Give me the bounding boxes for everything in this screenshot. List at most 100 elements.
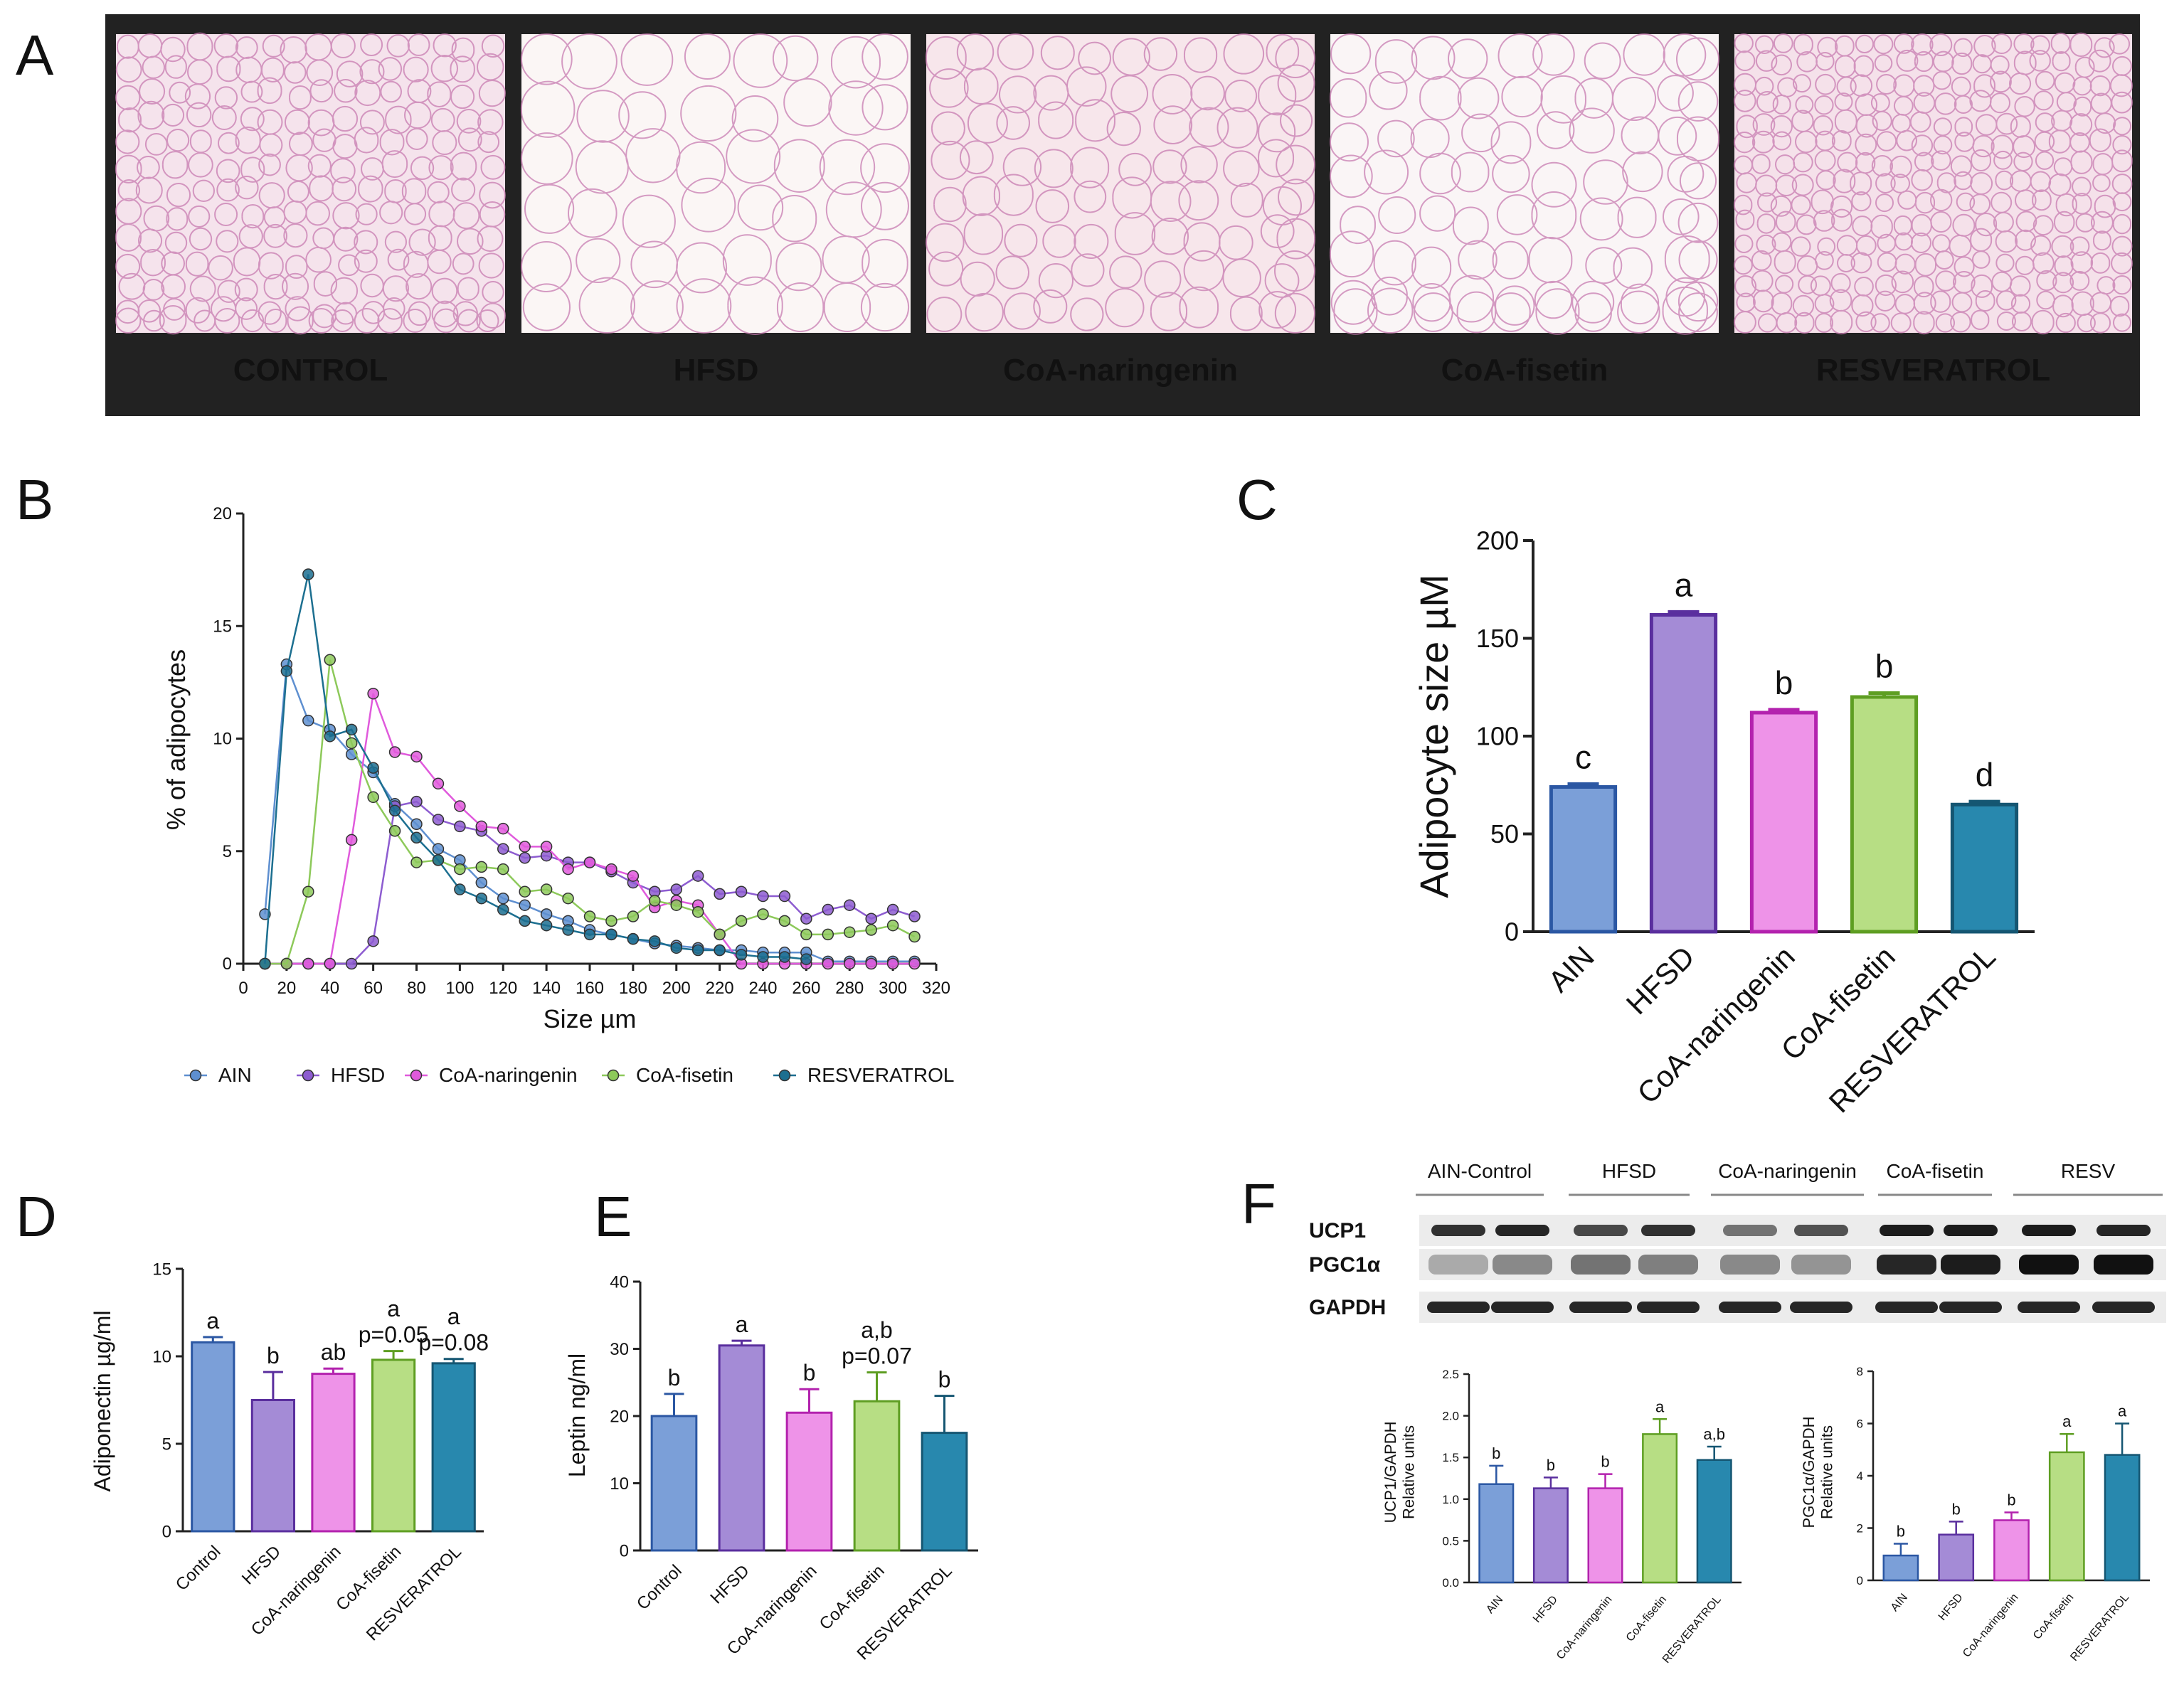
significance-letter-resveratrol: b	[938, 1367, 951, 1393]
point-coa-naringenin	[627, 870, 640, 882]
point-coa-naringenin	[844, 957, 856, 970]
significance-letter-hfsd: b	[1547, 1456, 1555, 1474]
point-coa-fisetin	[800, 928, 812, 941]
bar-hfsd	[250, 1399, 296, 1533]
category-label-ain: AIN	[1542, 940, 1601, 999]
y-tick-label: 15	[152, 1260, 171, 1279]
bar-control	[650, 1415, 698, 1552]
band-gapdh	[1569, 1302, 1632, 1313]
x-tick-label: 120	[489, 979, 517, 998]
category-label-coa-fisetin: CoA-fisetin	[1624, 1594, 1669, 1644]
category-label-hfsd: HFSD	[238, 1542, 285, 1588]
point-coa-fisetin	[886, 919, 899, 932]
bar-resveratrol	[921, 1432, 968, 1552]
x-tick-label: 220	[706, 979, 734, 998]
point-coa-fisetin	[562, 892, 574, 905]
point-coa-fisetin	[627, 910, 640, 922]
point-resveratrol	[800, 953, 812, 965]
legend-label-coa-fisetin: CoA-fisetin	[636, 1064, 733, 1086]
lane-label-coa-naringenin: CoA-naringenin	[1718, 1160, 1857, 1182]
significance-letter-hfsd: b	[267, 1343, 280, 1368]
lane-label-coa-fisetin: CoA-fisetin	[1887, 1160, 1984, 1182]
caption-coa-naringenin: CoA-naringenin	[1003, 353, 1238, 388]
category-label-hfsd: HFSD	[1620, 940, 1701, 1021]
y-axis-title: PGC1α/GAPDH	[1800, 1417, 1818, 1528]
point-coa-naringenin	[908, 957, 921, 970]
y-tick-label: 20	[213, 504, 232, 523]
p-value-coa-fisetin: p=0.05	[359, 1322, 429, 1348]
band-ucp1	[2096, 1225, 2151, 1236]
point-coa-naringenin	[562, 863, 574, 876]
band-ucp1	[2022, 1225, 2076, 1236]
legend-marker-coa-naringenin	[410, 1069, 423, 1082]
legend-label-resveratrol: RESVERATROL	[807, 1064, 954, 1086]
bar-coa-fisetin	[1850, 695, 1919, 934]
adipocyte-cells-control	[115, 32, 507, 335]
band-ucp1	[1794, 1225, 1848, 1236]
point-resveratrol	[302, 568, 314, 580]
point-coa-naringenin	[410, 750, 423, 763]
band-ucp1	[1495, 1225, 1549, 1236]
y-tick-label: 10	[152, 1347, 171, 1366]
y-axis-title: Relative units	[1818, 1425, 1835, 1519]
legend-label-coa-naringenin: CoA-naringenin	[439, 1064, 578, 1086]
point-coa-fisetin	[757, 908, 769, 920]
y-tick-label: 8	[1857, 1365, 1863, 1378]
x-tick-label: 240	[748, 979, 777, 998]
bar-coa-naringenin	[1749, 711, 1818, 934]
point-coa-fisetin	[822, 928, 834, 941]
point-resveratrol	[280, 665, 293, 677]
y-axis-title: Adiponectin µg/ml	[90, 1310, 115, 1491]
point-coa-fisetin	[844, 926, 856, 938]
point-coa-naringenin	[345, 834, 358, 846]
point-resveratrol	[540, 919, 553, 932]
point-hfsd	[454, 820, 466, 833]
point-resveratrol	[519, 915, 531, 927]
x-tick-label: 280	[835, 979, 864, 998]
lane-label-ain-control: AIN-Control	[1428, 1160, 1532, 1182]
y-tick-label: 0	[223, 954, 232, 974]
point-coa-naringenin	[367, 687, 379, 700]
point-coa-naringenin	[475, 820, 488, 833]
panel-label-c: C	[1236, 468, 1278, 531]
point-resveratrol	[691, 944, 704, 957]
y-tick-label: 50	[1490, 819, 1519, 848]
y-tick-label: 10	[213, 730, 232, 749]
point-coa-fisetin	[714, 928, 726, 941]
significance-letter-resveratrol: a	[2118, 1403, 2127, 1420]
point-coa-fisetin	[367, 791, 379, 804]
point-coa-naringenin	[540, 841, 553, 853]
band-gapdh	[1637, 1302, 1700, 1313]
bar-coa-naringenin	[311, 1373, 356, 1533]
bar-coa-naringenin	[1993, 1519, 2030, 1582]
y-tick-label: 2.0	[1442, 1410, 1459, 1423]
band-pgc1a	[1428, 1255, 1488, 1275]
point-hfsd	[497, 843, 509, 855]
legend-marker-coa-fisetin	[607, 1069, 620, 1082]
point-hfsd	[822, 903, 834, 916]
point-hfsd	[345, 957, 358, 970]
category-label-hfsd: HFSD	[1936, 1592, 1966, 1623]
point-ain	[302, 714, 314, 727]
band-gapdh	[2092, 1302, 2155, 1313]
point-coa-naringenin	[388, 746, 401, 758]
point-hfsd	[844, 899, 856, 911]
x-tick-label: 40	[320, 979, 339, 998]
point-resveratrol	[627, 932, 640, 945]
significance-letter-hfsd: a	[1675, 566, 1693, 603]
y-axis-title: % of adipocytes	[161, 649, 191, 830]
y-tick-label: 0.0	[1442, 1576, 1459, 1590]
point-resveratrol	[757, 951, 769, 963]
bar-hfsd	[1532, 1487, 1569, 1584]
bar-resveratrol	[1950, 802, 2019, 934]
x-tick-label: 320	[922, 979, 950, 998]
category-label-control: Control	[172, 1542, 225, 1595]
band-pgc1a	[1877, 1255, 1936, 1275]
point-hfsd	[670, 883, 682, 895]
point-coa-naringenin	[519, 841, 531, 853]
x-tick-label: 180	[619, 979, 647, 998]
panel-a-histology: CONTROL HFSD CoA-naringenin CoA-fisetin RESV…	[105, 14, 2140, 416]
point-resveratrol	[778, 951, 791, 963]
point-resveratrol	[670, 942, 682, 954]
point-coa-fisetin	[865, 924, 877, 936]
